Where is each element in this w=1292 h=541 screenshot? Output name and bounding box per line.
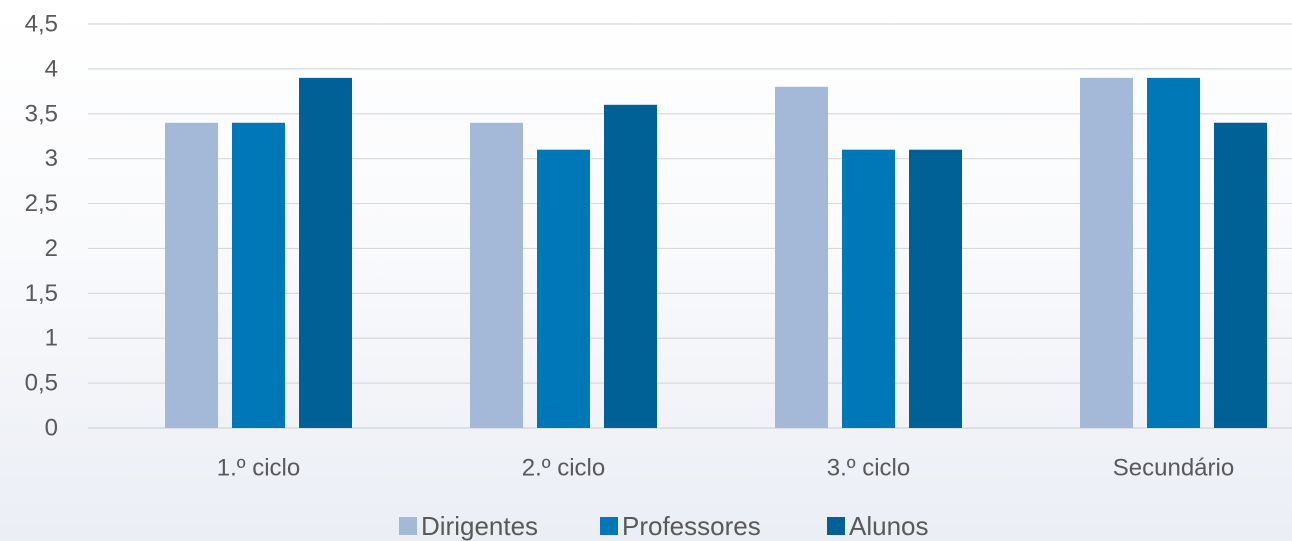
legend-label: Dirigentes bbox=[421, 511, 538, 541]
bar-professores-3 bbox=[842, 149, 895, 428]
y-tick-label: 1 bbox=[45, 325, 58, 352]
y-axis-tick-labels: 0 0,5 1 1,5 2 2,5 3 3,5 4 4,5 bbox=[25, 11, 58, 442]
x-category-label: 1.º ciclo bbox=[217, 455, 300, 482]
bar-professores-4 bbox=[1147, 77, 1200, 428]
y-tick-label: 0,5 bbox=[25, 370, 58, 397]
bar-dirigentes-1 bbox=[165, 122, 218, 428]
bars bbox=[165, 77, 1267, 429]
bar-alunos-3 bbox=[909, 149, 962, 428]
y-tick-label: 3,5 bbox=[25, 100, 58, 127]
x-category-label: Secundário bbox=[1113, 455, 1234, 482]
y-tick-label: 4 bbox=[45, 55, 58, 82]
x-category-label: 2.º ciclo bbox=[522, 455, 605, 482]
bar-alunos-4 bbox=[1214, 122, 1267, 428]
bar-dirigentes-3 bbox=[775, 86, 828, 428]
legend-label: Professores bbox=[622, 511, 761, 541]
bar-dirigentes-2 bbox=[470, 122, 523, 428]
y-tick-label: 0 bbox=[45, 415, 58, 442]
y-tick-label: 2 bbox=[45, 235, 58, 262]
legend-swatch bbox=[827, 517, 845, 535]
legend-swatch bbox=[399, 517, 417, 535]
y-tick-label: 2,5 bbox=[25, 190, 58, 217]
bar-alunos-1 bbox=[299, 77, 352, 428]
legend: Dirigentes Professores Alunos bbox=[399, 511, 929, 541]
y-tick-label: 1,5 bbox=[25, 280, 58, 307]
x-axis-category-labels: 1.º ciclo 2.º ciclo 3.º ciclo Secundário bbox=[217, 455, 1234, 482]
y-tick-label: 3 bbox=[45, 145, 58, 172]
legend-item-alunos: Alunos bbox=[827, 511, 929, 541]
y-tick-label: 4,5 bbox=[25, 11, 58, 38]
bar-alunos-2 bbox=[604, 104, 657, 429]
legend-swatch bbox=[600, 517, 618, 535]
bar-dirigentes-4 bbox=[1080, 77, 1133, 428]
legend-item-dirigentes: Dirigentes bbox=[399, 511, 538, 541]
x-category-label: 3.º ciclo bbox=[827, 455, 910, 482]
legend-item-professores: Professores bbox=[600, 511, 761, 541]
bar-professores-1 bbox=[232, 122, 285, 428]
gridlines bbox=[88, 23, 1292, 429]
bar-professores-2 bbox=[537, 149, 590, 428]
legend-label: Alunos bbox=[849, 511, 929, 541]
